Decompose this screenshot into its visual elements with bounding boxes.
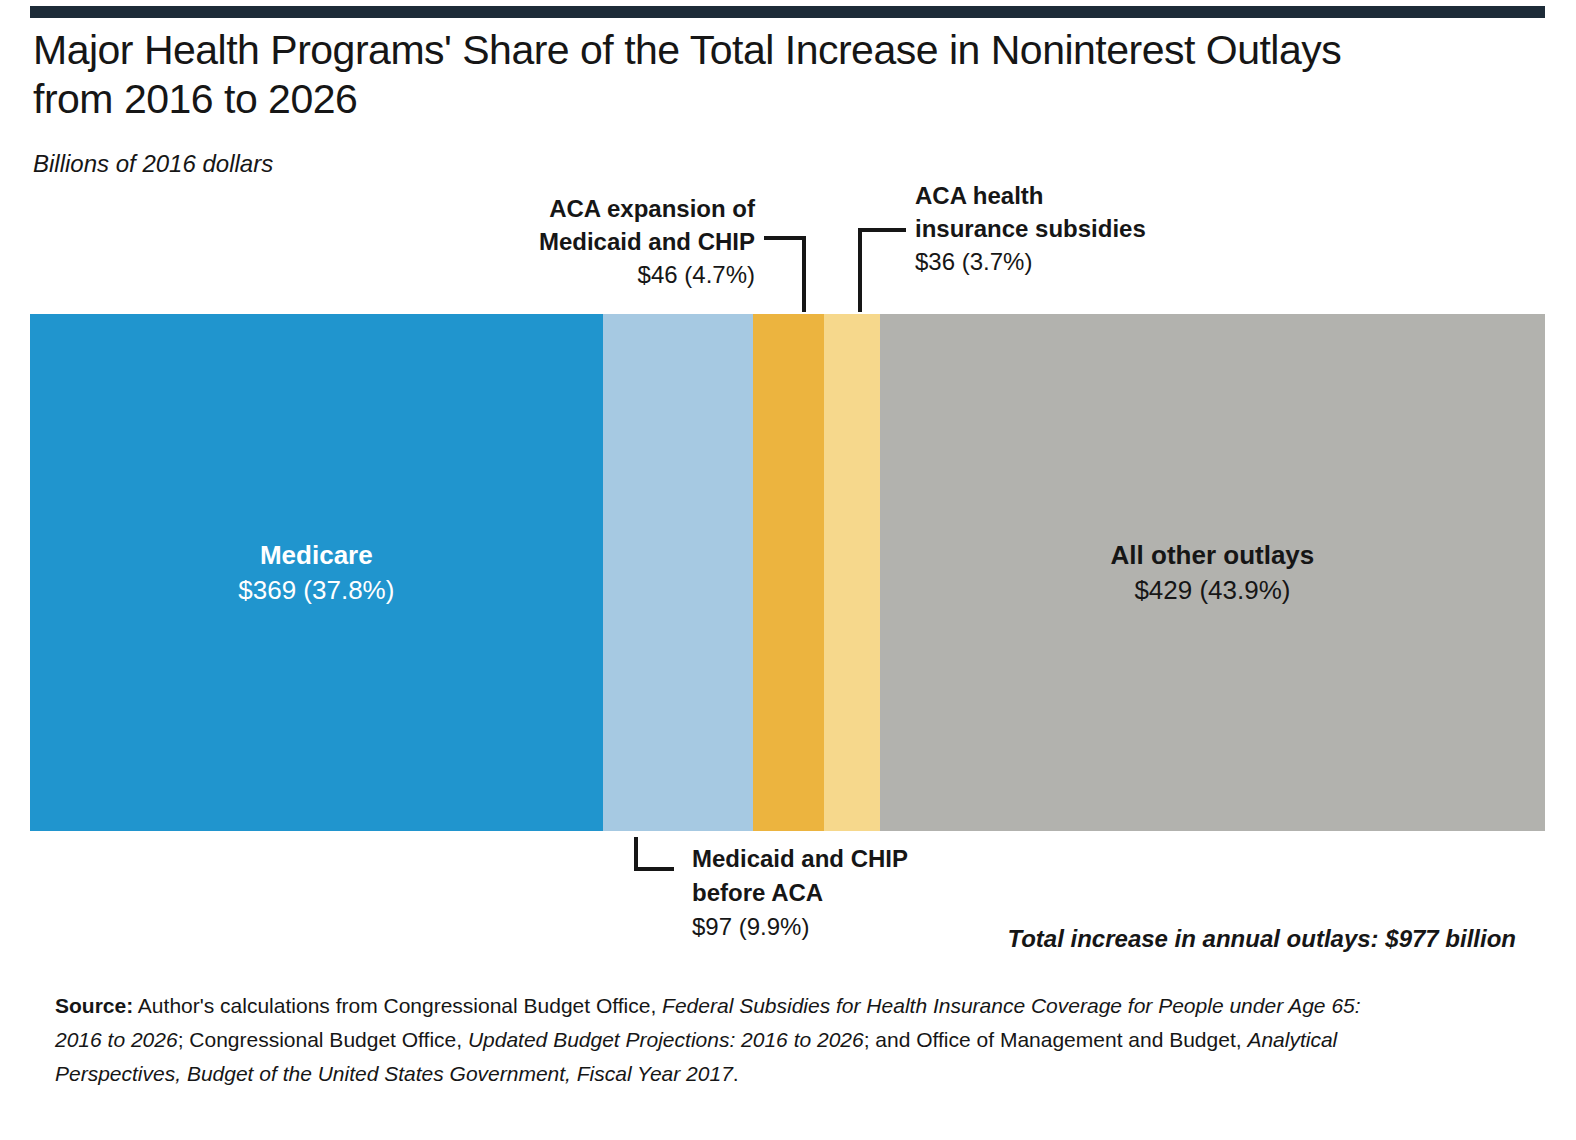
source-note: Source: Author's calculations from Congr… bbox=[55, 989, 1530, 1091]
bar-segment-value: $369 (37.8%) bbox=[238, 573, 394, 608]
leader-line-aca-expansion-vertical bbox=[802, 236, 806, 312]
callout-medicaid-before-aca-line2: before ACA bbox=[692, 876, 1022, 910]
leader-line-aca-subsidies-vertical bbox=[858, 228, 862, 312]
callout-aca-subsidies-value: $36 (3.7%) bbox=[915, 245, 1245, 278]
leader-line-medicaid-horizontal bbox=[634, 867, 674, 871]
bar-segment-value: $429 (43.9%) bbox=[1111, 573, 1315, 608]
bar-segment-2 bbox=[753, 314, 824, 831]
source-note-line: Source: Author's calculations from Congr… bbox=[55, 989, 1530, 1023]
callout-aca-subsidies-line1: ACA health bbox=[915, 179, 1245, 212]
callout-aca-subsidies: ACA health insurance subsidies $36 (3.7%… bbox=[915, 179, 1245, 278]
callout-aca-expansion-value: $46 (4.7%) bbox=[410, 258, 755, 291]
callout-medicaid-before-aca-value: $97 (9.9%) bbox=[692, 910, 1022, 944]
bar-segment-label: Medicare$369 (37.8%) bbox=[238, 538, 394, 608]
leader-line-aca-expansion-horizontal bbox=[764, 236, 806, 240]
bar-segment-3 bbox=[824, 314, 880, 831]
total-increase-note: Total increase in annual outlays: $977 b… bbox=[1007, 925, 1516, 953]
chart-title: Major Health Programs' Share of the Tota… bbox=[33, 26, 1453, 124]
callout-aca-subsidies-line2: insurance subsidies bbox=[915, 212, 1245, 245]
bar-segment-4: All other outlays$429 (43.9%) bbox=[880, 314, 1545, 831]
axis-unit-label: Billions of 2016 dollars bbox=[33, 150, 273, 178]
callout-aca-expansion-line2: Medicaid and CHIP bbox=[410, 225, 755, 258]
bar-segment-1 bbox=[603, 314, 753, 831]
top-rule bbox=[30, 6, 1545, 18]
leader-line-aca-subsidies-horizontal bbox=[858, 228, 906, 232]
callout-aca-expansion-line1: ACA expansion of bbox=[410, 192, 755, 225]
leader-line-medicaid-vertical bbox=[634, 837, 638, 871]
bar-segment-label: All other outlays$429 (43.9%) bbox=[1111, 538, 1315, 608]
callout-medicaid-before-aca-line1: Medicaid and CHIP bbox=[692, 842, 1022, 876]
source-note-line: 2016 to 2026; Congressional Budget Offic… bbox=[55, 1023, 1530, 1057]
source-note-line: Perspectives, Budget of the United State… bbox=[55, 1057, 1530, 1091]
chart-title-line1: Major Health Programs' Share of the Tota… bbox=[33, 26, 1453, 75]
callout-aca-expansion: ACA expansion of Medicaid and CHIP $46 (… bbox=[410, 192, 755, 291]
stacked-bar: Medicare$369 (37.8%) All other outlays$42… bbox=[30, 314, 1545, 831]
chart-title-line2: from 2016 to 2026 bbox=[33, 75, 1453, 124]
callout-medicaid-before-aca: Medicaid and CHIP before ACA $97 (9.9%) bbox=[692, 842, 1022, 944]
bar-segment-0: Medicare$369 (37.8%) bbox=[30, 314, 603, 831]
bar-segment-name: All other outlays bbox=[1111, 538, 1315, 573]
bar-segment-name: Medicare bbox=[238, 538, 394, 573]
